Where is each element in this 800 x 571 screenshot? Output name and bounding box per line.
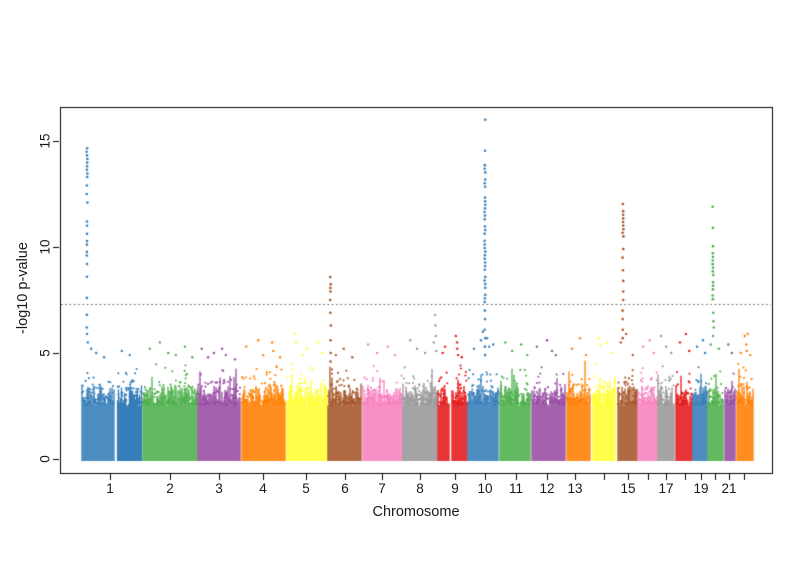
y-tick-label-5: 5 (37, 349, 53, 357)
x-tick-label-chr15: 15 (620, 481, 636, 496)
x-tick-label-chr7: 7 (378, 481, 386, 496)
x-tick-label-chr2: 2 (166, 481, 174, 496)
x-tick-label-chr10: 10 (477, 481, 493, 496)
x-tick-label-chr12: 12 (539, 481, 555, 496)
x-tick-label-chr5: 5 (302, 481, 310, 496)
x-tick-label-chr11: 11 (508, 481, 524, 496)
x-tick-label-chr13: 13 (567, 481, 583, 496)
x-tick-label-chr17: 17 (658, 481, 674, 496)
x-tick-label-chr9: 9 (451, 481, 459, 496)
x-tick-label-chr4: 4 (259, 481, 267, 496)
x-tick-label-chr19: 19 (693, 481, 709, 496)
x-tick-label-chr1: 1 (106, 481, 114, 496)
y-tick-label-15: 15 (37, 133, 53, 149)
x-axis-title: Chromosome (372, 504, 460, 520)
x-tick-label-chr6: 6 (341, 481, 349, 496)
x-tick-label-chr21: 21 (721, 481, 737, 496)
y-tick-label-10: 10 (37, 239, 53, 255)
x-tick-label-chr8: 8 (416, 481, 424, 496)
y-tick-label-0: 0 (37, 455, 53, 463)
x-axis-tick-labels: 1 2 3 4 5 6 7 8 9 10 11 12 13 15 17 19 21 (0, 481, 800, 501)
x-tick-label-chr3: 3 (215, 481, 223, 496)
